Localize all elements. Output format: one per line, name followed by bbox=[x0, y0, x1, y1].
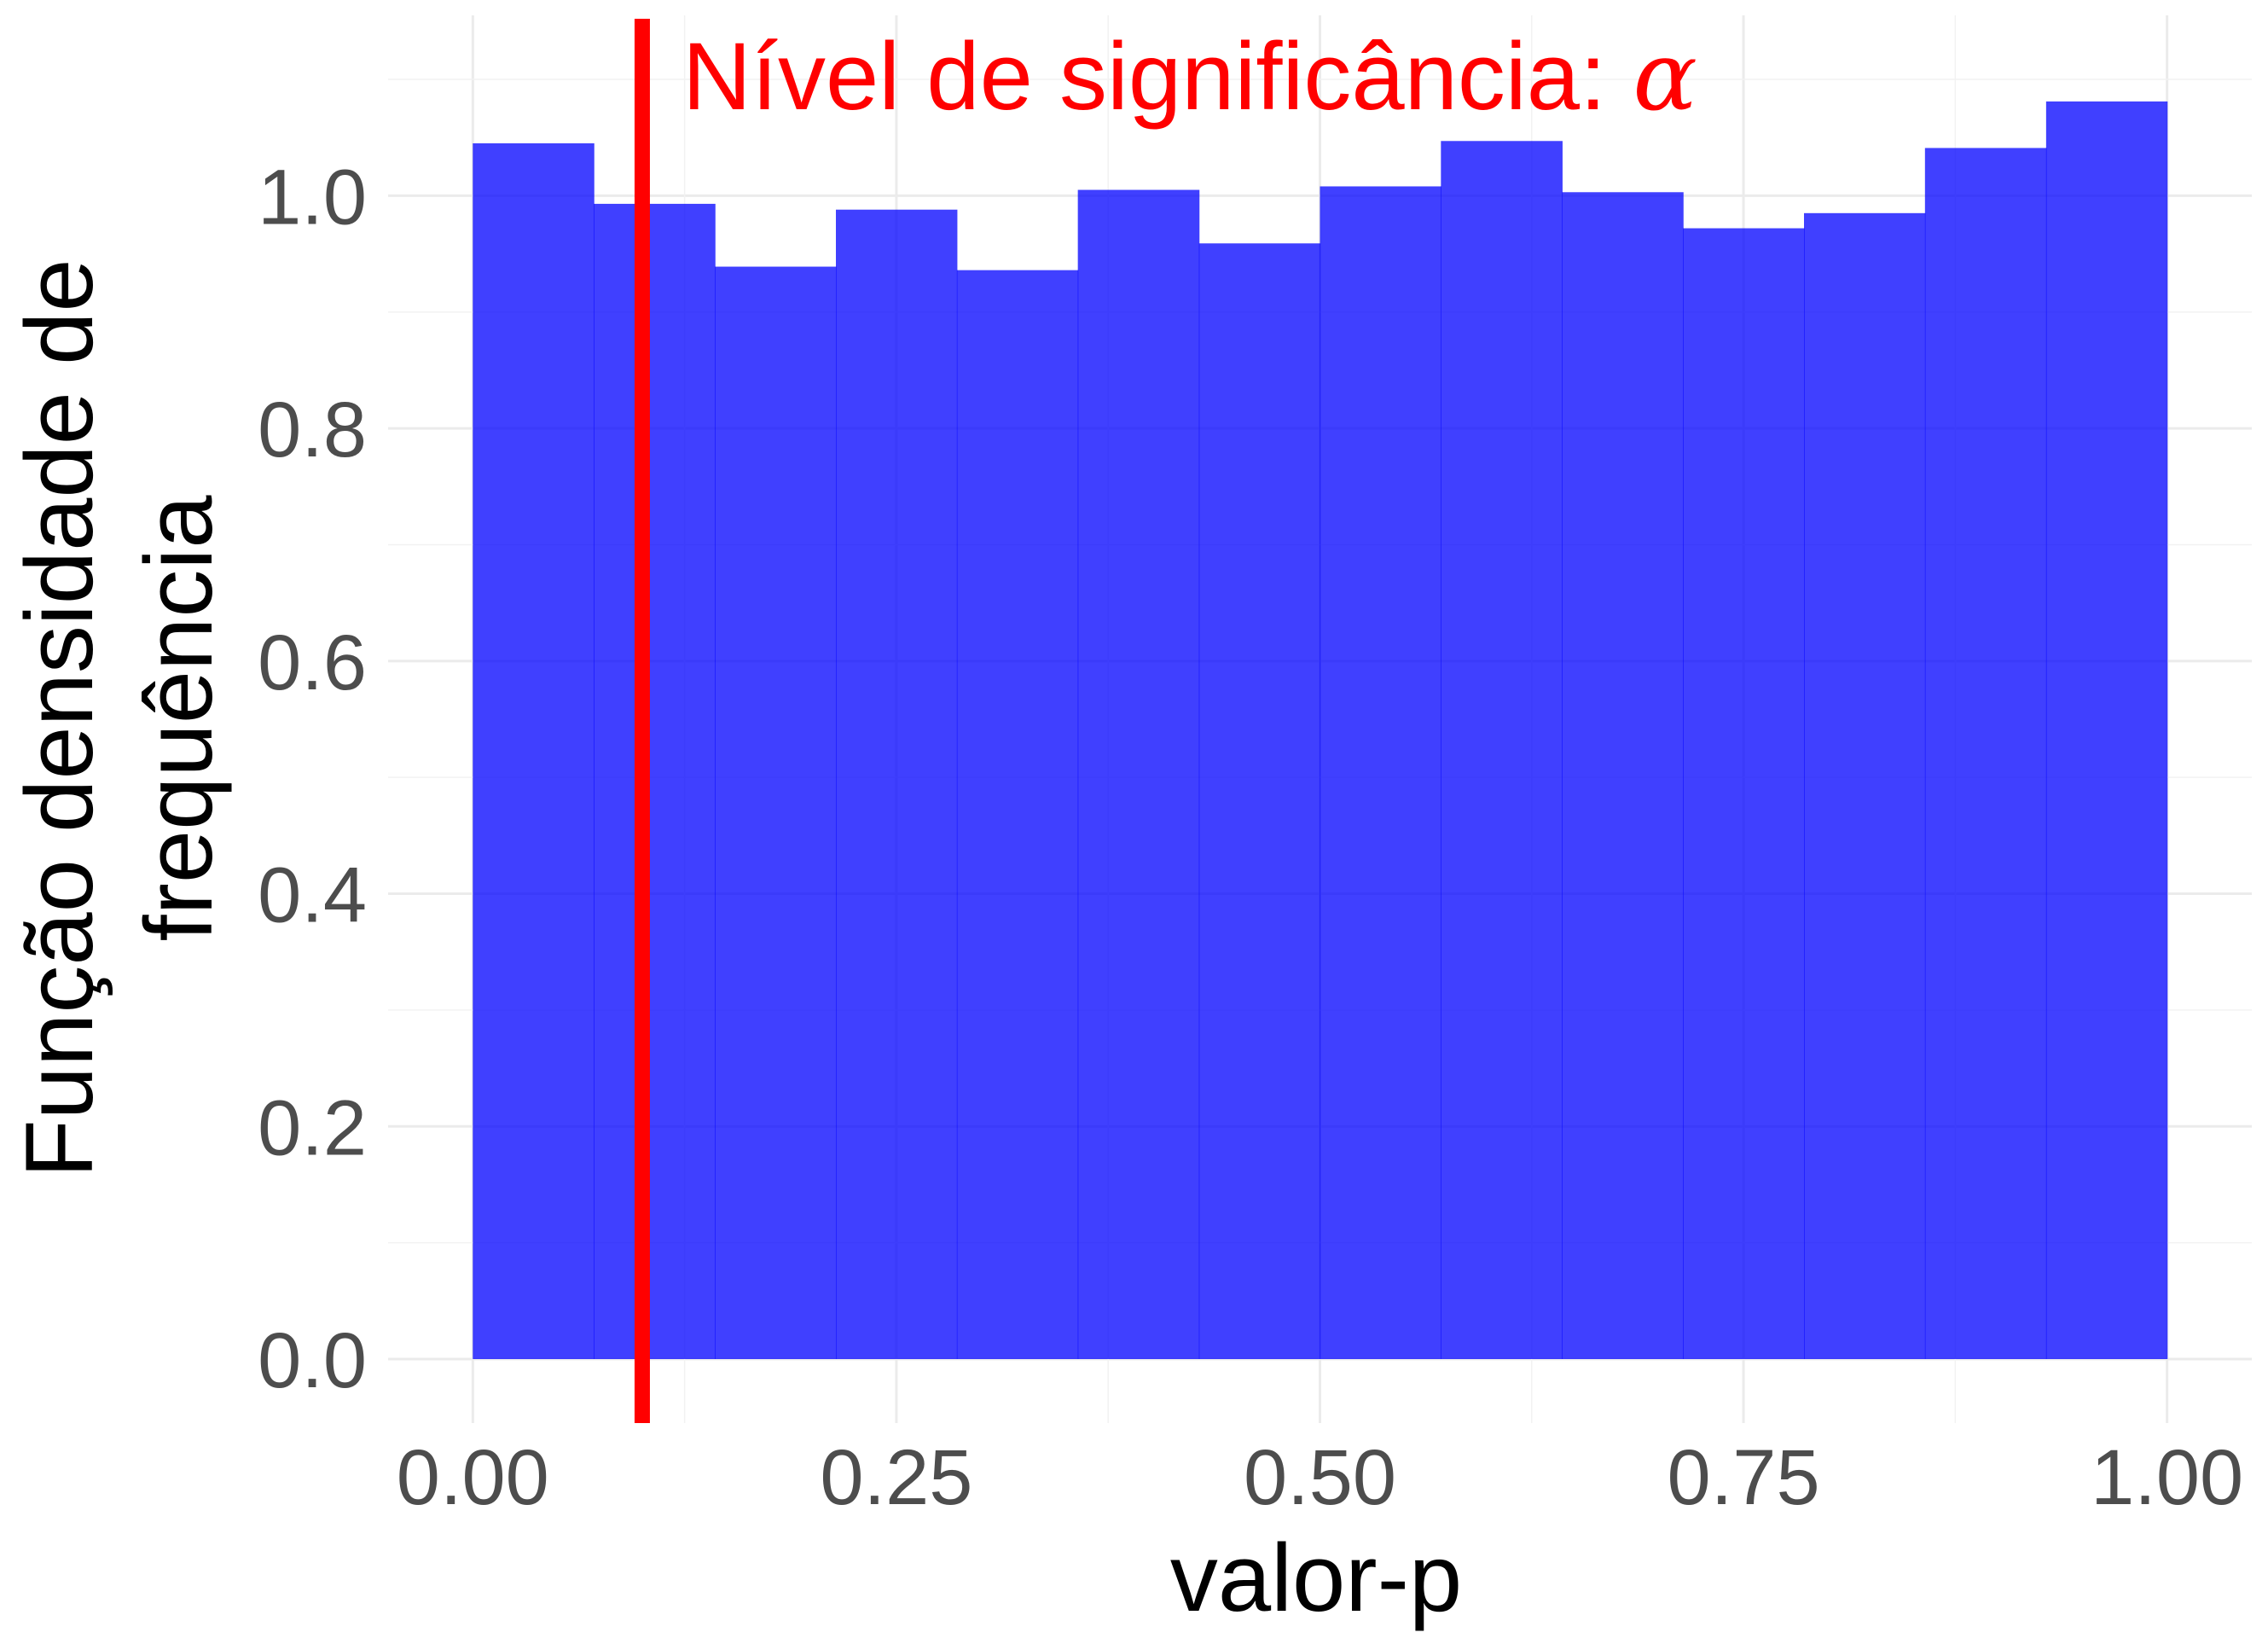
alpha-symbol: α bbox=[1633, 21, 1697, 132]
significance-label-text: Nível de significância: bbox=[682, 23, 1633, 130]
y-axis-title: Função densidade de frequência bbox=[6, 259, 232, 1177]
x-tick-label: 0.25 bbox=[820, 1434, 972, 1521]
y-tick-label: 0.4 bbox=[258, 852, 367, 939]
histogram-bar bbox=[2045, 101, 2168, 1360]
histogram-bar bbox=[1562, 192, 1684, 1360]
histogram-bar bbox=[594, 203, 716, 1360]
y-tick-labels: 0.0 0.2 0.4 0.6 0.8 1.0 bbox=[258, 154, 367, 1404]
histogram-bar bbox=[473, 143, 595, 1359]
histogram-bar bbox=[715, 266, 837, 1360]
significance-label: Nível de significância: α bbox=[682, 21, 1697, 132]
x-tick-label: 1.00 bbox=[2091, 1434, 2243, 1521]
y-tick-label: 0.0 bbox=[258, 1317, 367, 1404]
x-axis-title: valor-p bbox=[1170, 1525, 1462, 1631]
x-tick-label: 0.00 bbox=[397, 1434, 549, 1521]
histogram-bar bbox=[1441, 141, 1563, 1360]
histogram-bars bbox=[473, 101, 2168, 1360]
x-tick-label: 0.75 bbox=[1668, 1434, 1820, 1521]
x-tick-label: 0.50 bbox=[1244, 1434, 1396, 1521]
y-tick-label: 1.0 bbox=[258, 154, 367, 241]
histogram-bar bbox=[1683, 228, 1805, 1360]
histogram-bar bbox=[1320, 186, 1441, 1359]
y-tick-label: 0.8 bbox=[258, 386, 367, 474]
y-axis-title-line-1: Função densidade de bbox=[6, 259, 113, 1177]
histogram-bar bbox=[1077, 189, 1200, 1360]
y-axis-title-line-2: frequência bbox=[125, 495, 232, 942]
x-tick-labels: 0.00 0.25 0.50 0.75 1.00 bbox=[397, 1434, 2243, 1521]
y-tick-label: 0.2 bbox=[258, 1084, 367, 1171]
histogram-bar bbox=[956, 270, 1079, 1359]
histogram-bar bbox=[1804, 212, 1926, 1360]
y-tick-label: 0.6 bbox=[258, 619, 367, 706]
histogram-bar bbox=[835, 209, 958, 1359]
histogram-bar bbox=[1924, 148, 2047, 1359]
histogram-bar bbox=[1198, 243, 1321, 1360]
